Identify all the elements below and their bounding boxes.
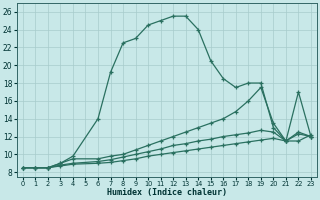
X-axis label: Humidex (Indice chaleur): Humidex (Indice chaleur) (107, 188, 227, 197)
